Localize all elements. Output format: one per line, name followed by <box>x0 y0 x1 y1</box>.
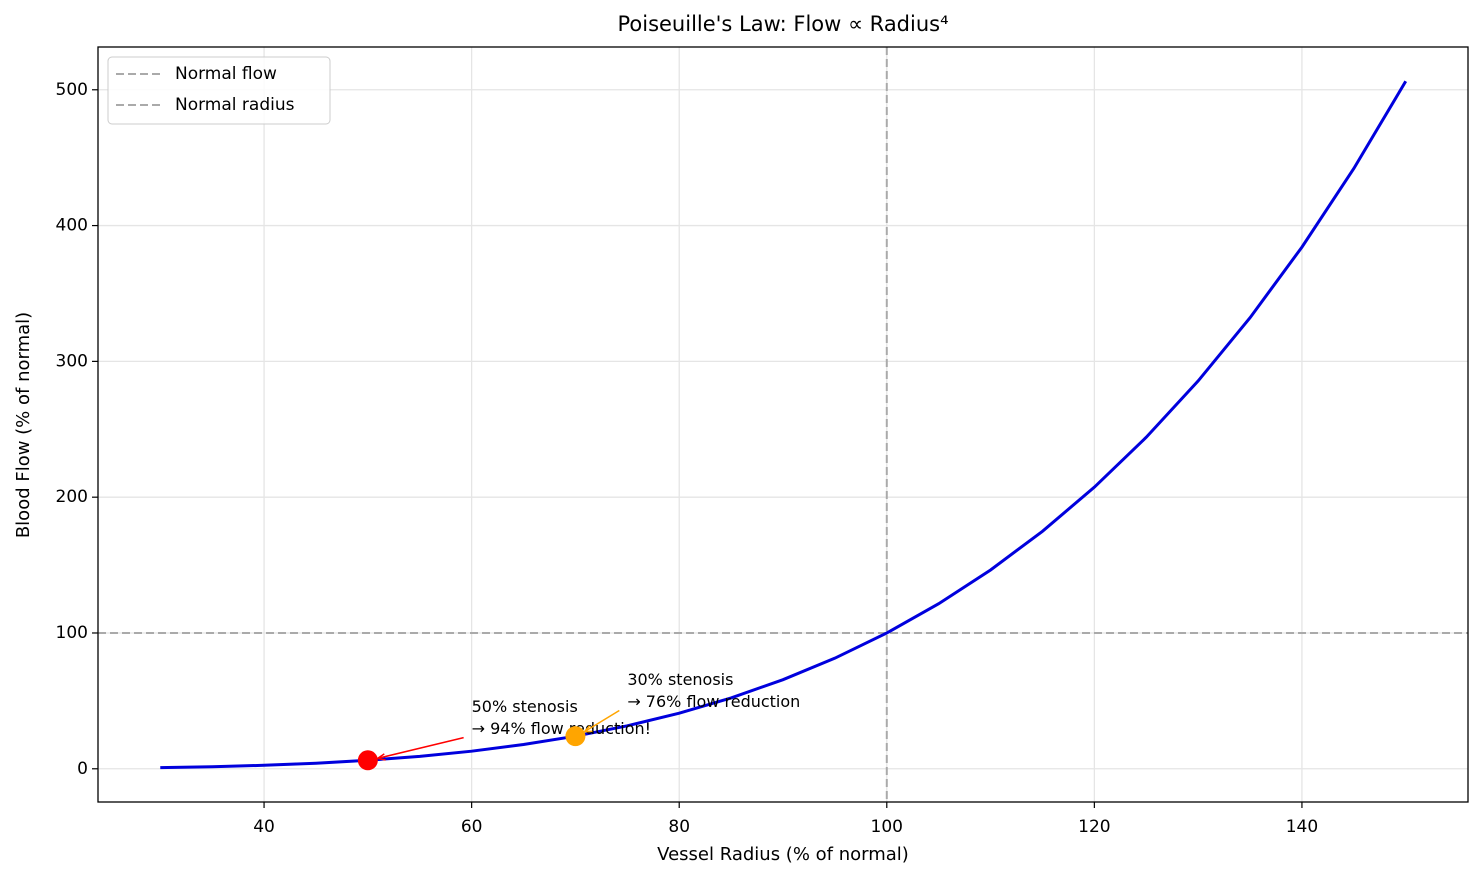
y-tick-label: 200 <box>56 487 88 507</box>
y-tick-label: 400 <box>56 216 88 236</box>
x-tick-label: 60 <box>461 817 483 837</box>
legend-box <box>107 56 331 125</box>
annotation-arrow <box>377 736 464 760</box>
legend-label: Normal radius <box>175 95 295 115</box>
legend-label: Normal flow <box>175 64 277 84</box>
x-tick-label: 100 <box>871 817 903 837</box>
x-tick-label: 80 <box>668 817 690 837</box>
y-tick-label: 0 <box>77 759 88 779</box>
y-tick-label: 500 <box>56 80 88 100</box>
line <box>160 80 1408 770</box>
annotation-arrow <box>583 709 620 733</box>
x-tick-label: 140 <box>1286 817 1318 837</box>
arrow-head <box>377 753 386 761</box>
point <box>357 750 378 771</box>
annotation-text: → 76% flow reduction <box>627 692 800 711</box>
annotation-text: 50% stenosis <box>472 697 578 716</box>
chart-title: Poiseuille's Law: Flow ∝ Radius⁴ <box>617 12 948 36</box>
x-tick-label: 40 <box>253 817 275 837</box>
y-tick-label: 100 <box>56 623 88 643</box>
y-tick-label: 300 <box>56 351 88 371</box>
x-axis-label: Vessel Radius (% of normal) <box>657 844 909 865</box>
annotation-text: → 94% flow reduction! <box>472 719 651 738</box>
annotation-text: 30% stenosis <box>627 670 733 689</box>
arrow-head <box>583 725 593 733</box>
plot-frame <box>97 46 1469 803</box>
legend: Normal flow Normal radius <box>107 56 331 125</box>
y-axis-label: Blood Flow (% of normal) <box>13 312 34 538</box>
x-tick-label: 120 <box>1078 817 1110 837</box>
point <box>565 726 586 747</box>
